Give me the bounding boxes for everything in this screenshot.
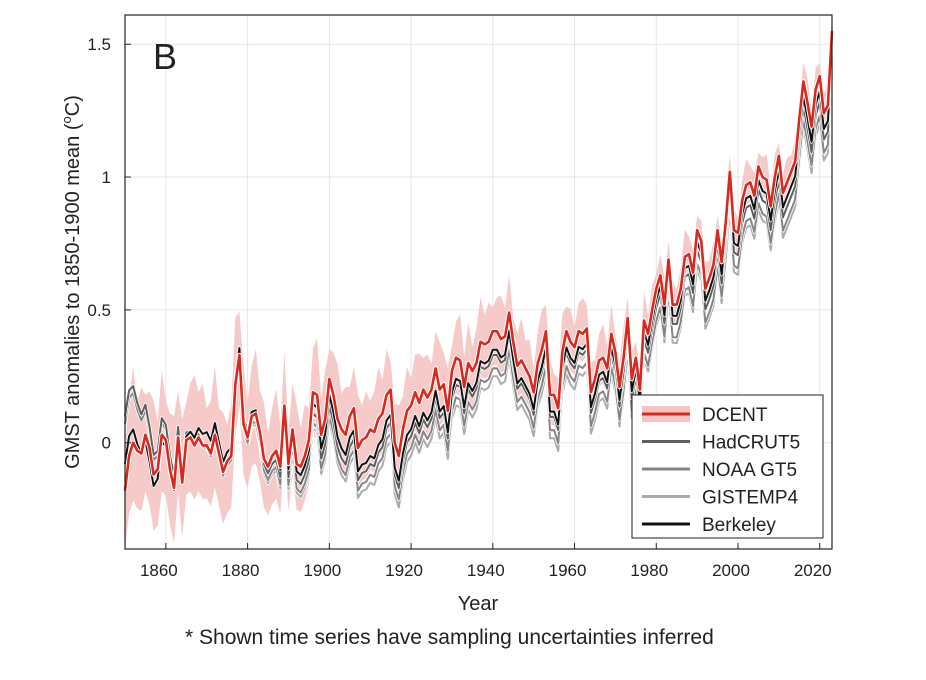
x-tick-label: 2020 — [794, 561, 832, 580]
x-tick-label: 1900 — [303, 561, 341, 580]
legend-label-noaa: NOAA GT5 — [702, 460, 797, 481]
legend-label-hadcrut5: HadCRUT5 — [702, 433, 800, 454]
footnote: * Shown time series have sampling uncert… — [185, 626, 714, 649]
x-tick-label: 1860 — [140, 561, 178, 580]
legend-label-berkeley: Berkeley — [702, 515, 776, 536]
series-line-dcent — [123, 30, 834, 491]
plot-frame — [124, 14, 833, 550]
y-axis-label-unit: C) — [62, 95, 84, 116]
x-tick-label: 1980 — [630, 561, 668, 580]
x-tick-label: 2000 — [712, 561, 750, 580]
x-tick-label: 1880 — [222, 561, 260, 580]
y-tick-label: 1 — [102, 168, 111, 187]
series-line-gistemp — [246, 78, 833, 509]
legend-label-gistemp: GISTEMP4 — [702, 488, 799, 509]
y-tick-label: 0.5 — [87, 301, 111, 320]
x-tick-label: 1940 — [467, 561, 505, 580]
y-axis-label-degree: o — [59, 116, 74, 123]
legend: DCENT HadCRUT5 NOAA GT5 GISTEMP4 Berkeley — [631, 394, 824, 539]
x-tick-label: 1960 — [549, 561, 587, 580]
y-axis-label: GMST anomalies to 1850-1900 mean (oC) — [59, 95, 84, 469]
legend-label-dcent: DCENT — [702, 405, 768, 426]
y-axis-label-main: GMST anomalies to 1850-1900 mean ( — [62, 123, 84, 469]
panel-label: B — [153, 36, 177, 77]
y-tick-label: 0 — [102, 434, 111, 453]
y-tick-label: 1.5 — [87, 35, 111, 54]
axis-ticks: 1860 1880 1900 1920 1940 1960 1980 2000 2020 0 0.5… — [87, 35, 831, 580]
series-lines — [122, 30, 835, 510]
x-axis-label: Year — [458, 593, 499, 615]
x-tick-label: 1920 — [385, 561, 423, 580]
